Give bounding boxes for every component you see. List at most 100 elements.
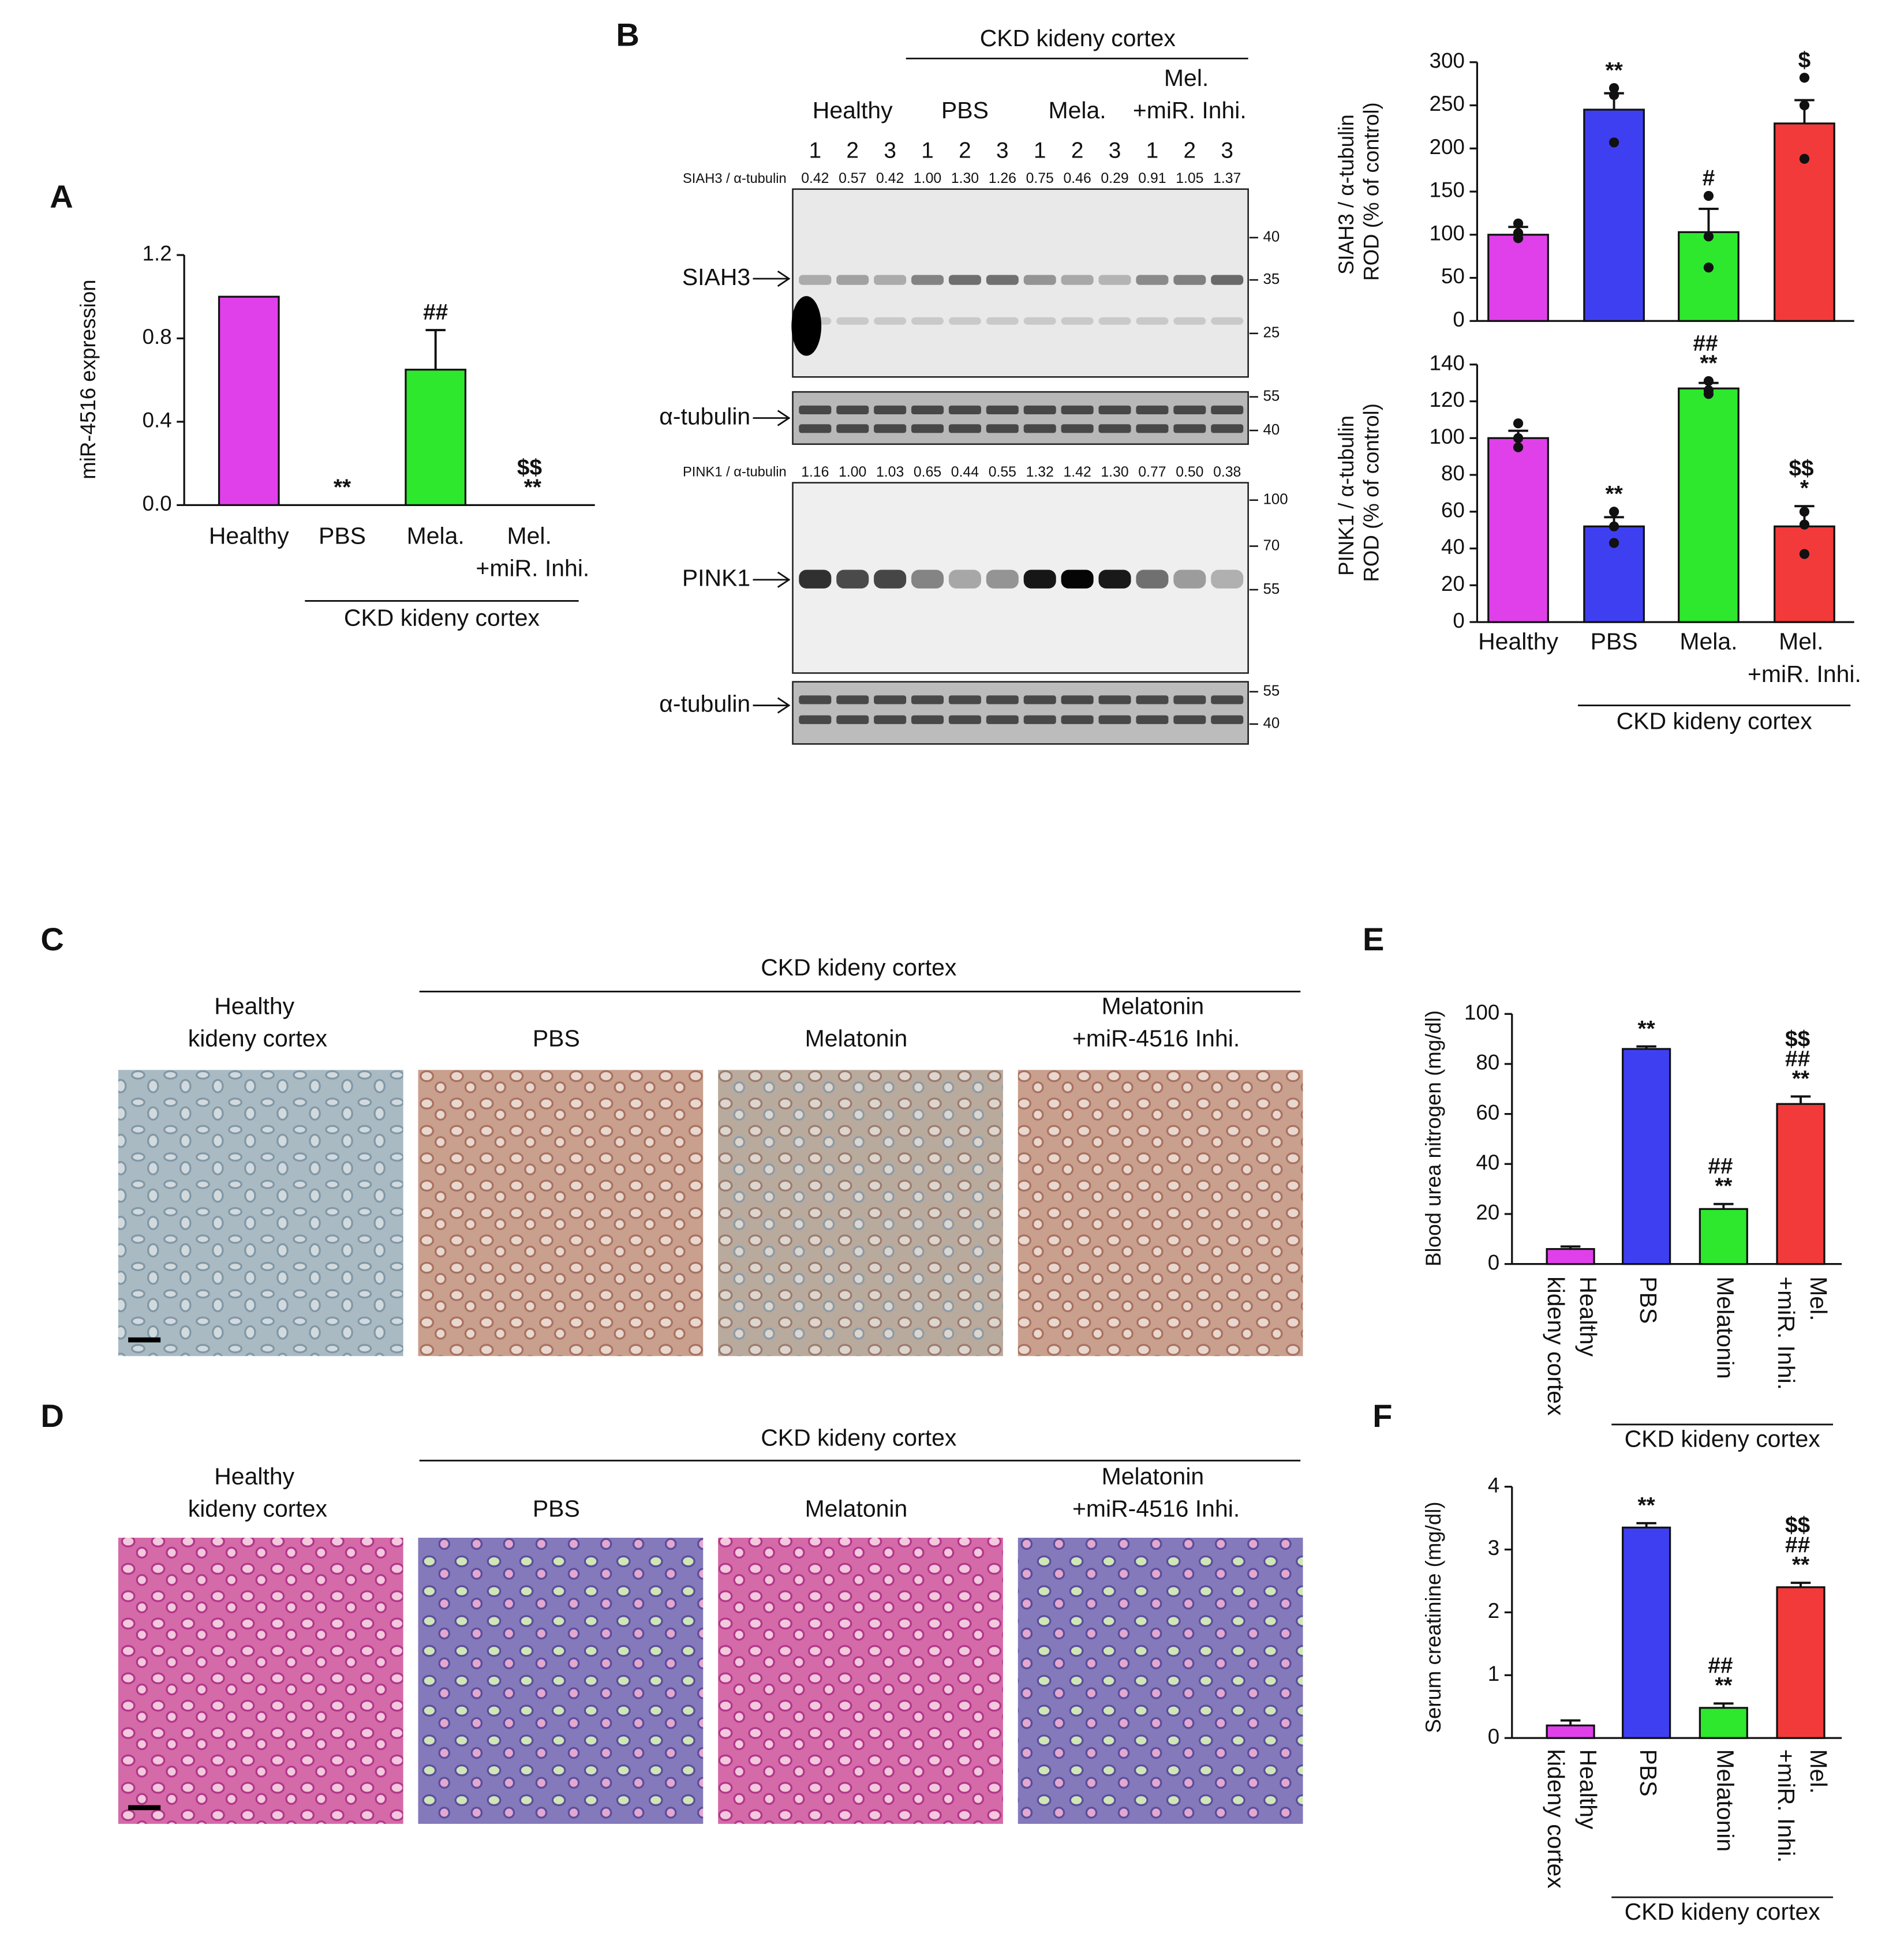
ratio-value: 0.29 bbox=[1101, 171, 1128, 186]
blot-band-faint bbox=[1023, 317, 1056, 325]
blot-band bbox=[874, 275, 907, 285]
blot-band-loading bbox=[799, 424, 832, 433]
group-label: CKD kideny cortex bbox=[1617, 708, 1813, 735]
ratio-value: 1.26 bbox=[989, 171, 1016, 186]
arrow-head bbox=[777, 410, 791, 426]
ratio-value: 1.30 bbox=[1101, 464, 1128, 480]
significance-label: $$ ## ** bbox=[1785, 1027, 1816, 1092]
data-point bbox=[1513, 442, 1524, 452]
blot-image bbox=[792, 681, 1249, 745]
y-tick-label: 1 bbox=[1488, 1662, 1499, 1685]
group-label: Healthy bbox=[813, 97, 893, 123]
lane-label: 1 bbox=[921, 138, 934, 163]
data-point bbox=[1513, 218, 1524, 228]
blot-band-loading bbox=[1173, 405, 1206, 414]
histology-image bbox=[118, 1070, 403, 1357]
ratio-value: 1.00 bbox=[839, 464, 866, 480]
blot-band-loading bbox=[1211, 424, 1244, 433]
group-label: PBS bbox=[941, 97, 989, 123]
blot-band bbox=[1098, 275, 1131, 285]
arrow-head bbox=[777, 571, 791, 588]
blot-band-loading bbox=[911, 715, 944, 724]
blot-band-loading bbox=[1136, 405, 1169, 414]
blot-header: CKD kideny cortex bbox=[980, 25, 1176, 51]
blot-band bbox=[1173, 570, 1206, 589]
lane-label: 1 bbox=[1146, 138, 1159, 163]
blot-band bbox=[911, 275, 944, 285]
y-tick-label: 150 bbox=[1430, 178, 1465, 202]
marker-label: 25 bbox=[1263, 325, 1280, 341]
ratio-value: 0.91 bbox=[1138, 171, 1166, 186]
blot-band bbox=[948, 570, 981, 589]
blot-band-loading bbox=[874, 715, 907, 724]
data-point bbox=[1799, 100, 1810, 111]
y-tick-label: 300 bbox=[1430, 48, 1465, 72]
blot-band-loading bbox=[911, 695, 944, 705]
marker-label: 40 bbox=[1263, 422, 1280, 438]
data-point bbox=[1609, 89, 1619, 100]
data-point bbox=[1703, 190, 1714, 201]
group-label: CKD kideny cortex bbox=[1625, 1426, 1821, 1452]
blot-band-loading bbox=[1136, 424, 1169, 433]
blot-band-loading bbox=[799, 715, 832, 724]
ratio-value: 0.50 bbox=[1176, 464, 1203, 480]
blot-band bbox=[799, 570, 832, 589]
blot-band bbox=[1023, 570, 1056, 589]
bar bbox=[1622, 1048, 1671, 1265]
blot-image bbox=[792, 391, 1249, 445]
marker-label: 40 bbox=[1263, 715, 1280, 732]
ratio-value: 1.03 bbox=[876, 464, 904, 480]
histology-image bbox=[1018, 1538, 1303, 1824]
image-title: Melatonin bbox=[805, 1495, 908, 1522]
blot-band bbox=[948, 275, 981, 285]
y-axis-label: SIAH3 / α-tubulin ROD (% of control) bbox=[1334, 102, 1383, 280]
blot-band-loading bbox=[1098, 695, 1131, 705]
blot-band-loading bbox=[1211, 695, 1244, 705]
blot-band-loading bbox=[874, 405, 907, 414]
marker-label: 55 bbox=[1263, 388, 1280, 404]
blot-band-loading bbox=[1061, 405, 1094, 414]
data-point bbox=[1513, 418, 1524, 429]
ratio-label: PINK1 / α-tubulin bbox=[683, 465, 787, 480]
x-tick-label: Melatonin bbox=[1712, 1276, 1739, 1379]
blot-band-faint bbox=[1211, 317, 1244, 325]
blot-band-loading bbox=[1023, 695, 1056, 705]
blot-band bbox=[874, 570, 907, 589]
blot-band-loading bbox=[1173, 424, 1206, 433]
blot-band-loading bbox=[1061, 695, 1094, 705]
data-point bbox=[1799, 507, 1810, 517]
marker-label: 40 bbox=[1263, 229, 1280, 245]
lane-label: 1 bbox=[1034, 138, 1046, 163]
blot-image bbox=[792, 188, 1249, 378]
bar bbox=[1546, 1724, 1595, 1739]
y-axis-label: Blood urea nitrogen (mg/dl) bbox=[1422, 1010, 1445, 1267]
y-tick-label: 0 bbox=[1488, 1250, 1499, 1274]
scale-bar bbox=[128, 1805, 161, 1811]
y-tick-label: 100 bbox=[1464, 1001, 1499, 1024]
group-label: CKD kideny cortex bbox=[1625, 1898, 1821, 1925]
blot-band-faint bbox=[1173, 317, 1206, 325]
blot-band bbox=[836, 570, 869, 589]
blot-band bbox=[911, 570, 944, 589]
blot-band bbox=[986, 570, 1019, 589]
y-tick-label: 140 bbox=[1430, 351, 1465, 374]
blot-band bbox=[1211, 275, 1244, 285]
blot-band-faint bbox=[836, 317, 869, 325]
y-tick-label: 0 bbox=[1488, 1725, 1499, 1748]
blot-band-faint bbox=[1098, 317, 1131, 325]
y-tick-label: 20 bbox=[1441, 572, 1465, 595]
protein-label: SIAH3 bbox=[682, 264, 750, 290]
y-axis-label: Serum creatinine (mg/dl) bbox=[1422, 1501, 1445, 1733]
blot-band-loading bbox=[986, 405, 1019, 414]
arrow-head bbox=[777, 697, 791, 714]
significance-label: $ bbox=[1798, 48, 1811, 73]
blot-band bbox=[1098, 570, 1131, 589]
lane-label: 3 bbox=[1221, 138, 1233, 163]
blot-band bbox=[986, 275, 1019, 285]
x-tick-label: Mel. +miR. Inhi. bbox=[1748, 628, 1861, 687]
y-tick-label: 0.8 bbox=[143, 325, 172, 349]
x-tick-label: Healthy bbox=[1478, 628, 1558, 655]
blot-band-loading bbox=[836, 424, 869, 433]
ratio-value: 1.30 bbox=[951, 171, 979, 186]
